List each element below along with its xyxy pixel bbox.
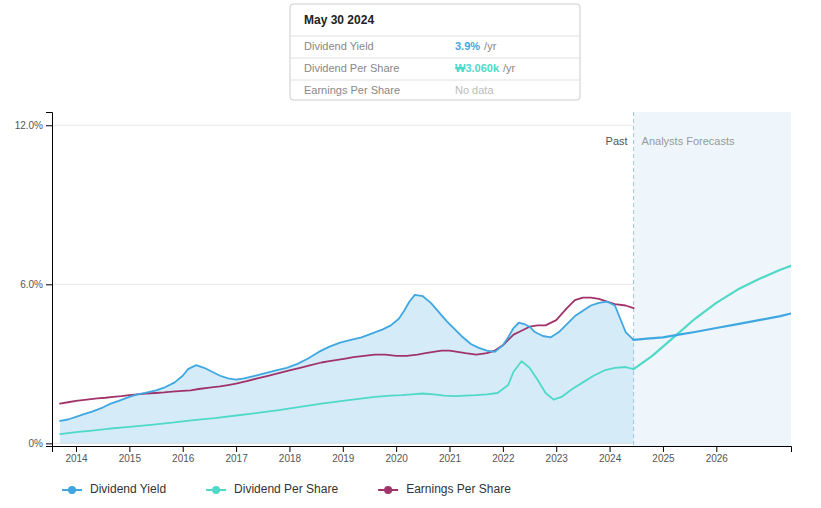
tooltip-value: ₩3.060k <box>455 62 500 74</box>
legend-label: Dividend Yield <box>90 482 166 496</box>
tooltip-box <box>290 4 580 100</box>
x-tick: 2026 <box>706 446 729 464</box>
tick-label: 2025 <box>652 453 675 464</box>
tooltip-unit: /yr <box>484 40 497 52</box>
legend-item: Dividend Per Share <box>206 482 338 496</box>
forecast-region <box>634 112 791 446</box>
tick-mark <box>76 446 77 452</box>
x-tick: 2023 <box>546 446 569 464</box>
tooltip-value: No data <box>455 84 494 96</box>
tick-mark <box>129 446 130 452</box>
plot: 2014 2015 2016 2017 2018 2019 2020 2021 2022 2023… <box>15 112 792 464</box>
tooltip: May 30 2024 Dividend Yield 3.9% /yr Dividend… <box>290 4 580 100</box>
tick-mark <box>450 446 451 452</box>
x-tick: 2019 <box>332 446 355 464</box>
tooltip-label: Earnings Per Share <box>304 84 400 96</box>
tick-label: 2022 <box>492 453 515 464</box>
tick-label: 2026 <box>706 453 729 464</box>
tooltip-label: Dividend Yield <box>304 40 374 52</box>
tooltip-divider <box>290 80 580 81</box>
x-tick: 2018 <box>279 446 302 464</box>
tick-label: 2018 <box>279 453 302 464</box>
tick-mark <box>716 446 717 452</box>
x-axis: 2014 2015 2016 2017 2018 2019 2020 2021 2022 2023… <box>53 446 792 464</box>
axis-line <box>53 447 792 453</box>
tick-label: 2015 <box>119 453 142 464</box>
x-tick: 2024 <box>599 446 622 464</box>
tick-label: 2020 <box>386 453 409 464</box>
tooltip-divider <box>290 58 580 59</box>
tick-label: 2016 <box>172 453 195 464</box>
area <box>60 295 634 443</box>
tick-mark <box>289 446 290 452</box>
tick-mark <box>46 284 52 285</box>
y-tick: 6.0% <box>20 279 52 290</box>
tick-mark <box>663 446 664 452</box>
marks <box>60 112 791 446</box>
y-axis: 0% 6.0% 12.0% <box>15 113 53 450</box>
tick-label: 2019 <box>332 453 355 464</box>
x-tick: 2022 <box>492 446 515 464</box>
tick-label: 2017 <box>225 453 248 464</box>
tooltip-value: 3.9% <box>455 40 480 52</box>
tick-mark <box>343 446 344 452</box>
line <box>634 313 791 340</box>
tick-mark <box>183 446 184 452</box>
annotation: Analysts Forecasts <box>642 135 735 147</box>
line <box>60 361 634 434</box>
axis-line <box>46 113 53 447</box>
legend-marker <box>68 486 76 494</box>
tick-label: 2023 <box>546 453 569 464</box>
x-tick: 2017 <box>225 446 248 464</box>
tick-mark <box>236 446 237 452</box>
legend-marker <box>212 486 220 494</box>
tick-mark <box>610 446 611 452</box>
x-tick: 2014 <box>65 446 88 464</box>
tick-mark <box>46 443 52 444</box>
tick-mark <box>46 125 52 126</box>
legend-label: Dividend Per Share <box>234 482 338 496</box>
tooltip-title: May 30 2024 <box>304 13 374 27</box>
tick-label: 12.0% <box>15 120 43 131</box>
line <box>60 295 634 421</box>
y-tick: 12.0% <box>15 120 52 131</box>
tick-label: 2014 <box>65 453 88 464</box>
tooltip-unit: /yr <box>503 62 516 74</box>
tooltip-divider <box>290 36 580 37</box>
x-tick: 2025 <box>652 446 675 464</box>
annotation: Past <box>606 135 628 147</box>
x-tick: 2020 <box>386 446 409 464</box>
tooltip-label: Dividend Per Share <box>304 62 399 74</box>
boundary-line <box>633 112 634 446</box>
tick-label: 6.0% <box>20 279 43 290</box>
tick-label: 0% <box>29 438 44 449</box>
x-tick: 2015 <box>119 446 142 464</box>
chart: 2014 2015 2016 2017 2018 2019 2020 2021 2022 2023… <box>0 0 821 508</box>
legend-item: Earnings Per Share <box>378 482 511 496</box>
x-tick: 2016 <box>172 446 195 464</box>
legend: Dividend Yield Dividend Per Share Earnings… <box>62 482 511 496</box>
line <box>634 266 791 369</box>
tick-label: 2021 <box>439 453 462 464</box>
tick-mark <box>396 446 397 452</box>
legend-label: Earnings Per Share <box>406 482 511 496</box>
line <box>60 298 634 404</box>
tick-label: 2024 <box>599 453 622 464</box>
legend-marker <box>384 486 392 494</box>
tick-mark <box>556 446 557 452</box>
tick-mark <box>503 446 504 452</box>
x-tick: 2021 <box>439 446 462 464</box>
legend-item: Dividend Yield <box>62 482 166 496</box>
y-tick: 0% <box>29 438 52 449</box>
